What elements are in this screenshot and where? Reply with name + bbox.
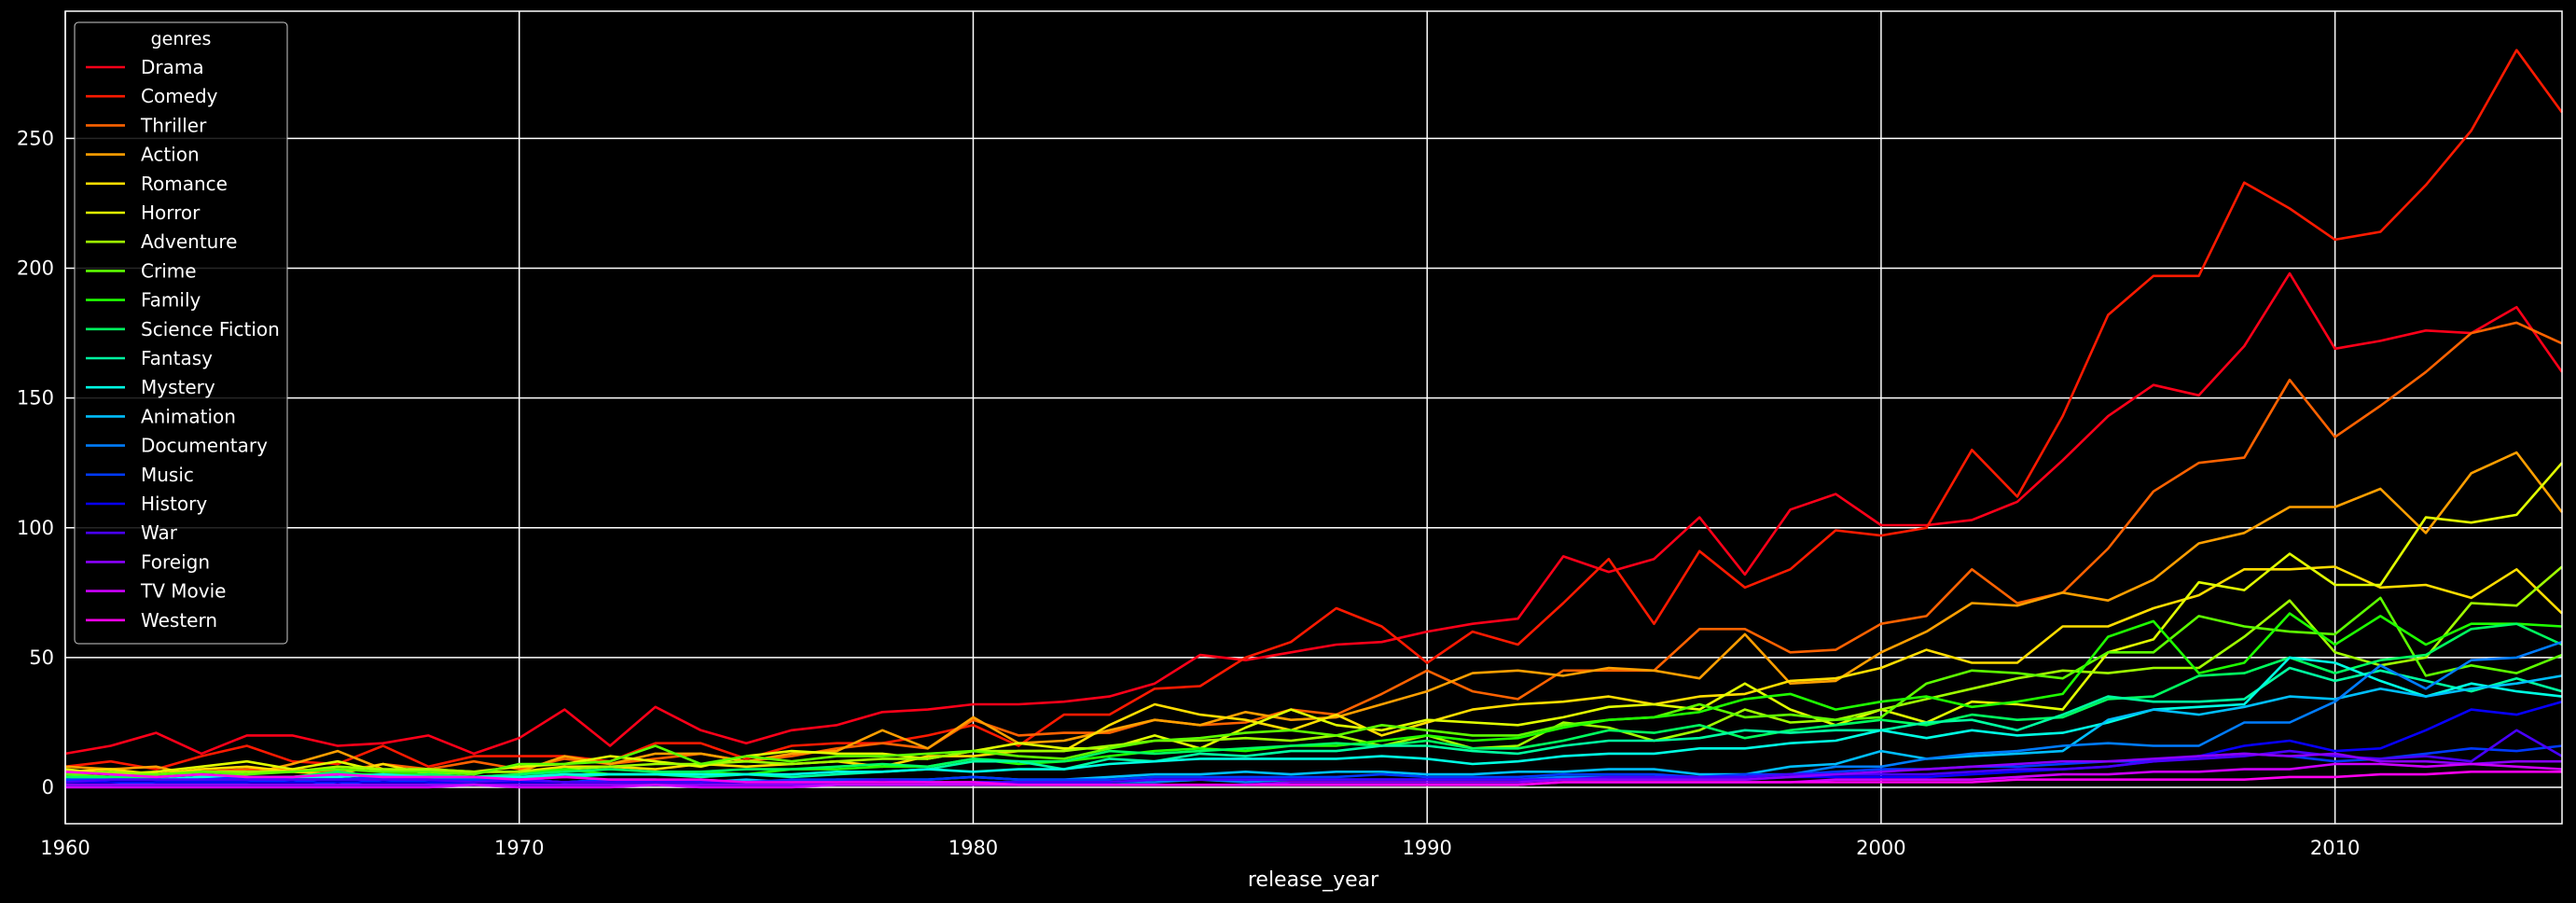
- y-tick-label-250: 250: [17, 127, 54, 149]
- series-line-crime: [64, 596, 2563, 779]
- y-tick-label-0: 0: [42, 776, 54, 799]
- legend-entry-tv-movie: TV Movie: [140, 580, 226, 603]
- y-tick-label-150: 150: [17, 387, 54, 410]
- x-tick-label-2000: 2000: [1856, 837, 1905, 859]
- x-tick-label-1970: 1970: [494, 837, 544, 859]
- legend-title: genres: [151, 29, 212, 49]
- x-tick-label-1960: 1960: [40, 837, 90, 859]
- y-tick-label-50: 50: [29, 646, 54, 669]
- legend-entry-history: History: [141, 493, 207, 515]
- legend-entry-foreign: Foreign: [141, 550, 210, 573]
- x-axis-label: release_year: [1248, 868, 1379, 892]
- legend-entry-crime: Crime: [141, 259, 197, 282]
- legend-entry-comedy: Comedy: [141, 85, 218, 107]
- legend-entry-science-fiction: Science Fiction: [141, 318, 280, 340]
- x-tick-label-1980: 1980: [949, 837, 998, 859]
- series-line-comedy: [64, 49, 2564, 771]
- legend-entry-horror: Horror: [141, 201, 201, 224]
- legend-box: [74, 21, 288, 645]
- legend-entry-action: Action: [141, 144, 200, 166]
- legend-entry-adventure: Adventure: [141, 230, 237, 253]
- series-line-drama: [64, 271, 2564, 756]
- legend: genres Drama Comedy Thriller Action Romance Ho…: [74, 21, 288, 645]
- legend-entry-romance: Romance: [141, 173, 228, 195]
- plot-frame: [64, 10, 2563, 825]
- series-line-western: [64, 770, 2562, 786]
- y-tick-label-100: 100: [17, 517, 54, 539]
- legend-entry-western: Western: [141, 609, 217, 632]
- y-tick-label-200: 200: [17, 257, 54, 279]
- legend-entry-mystery: Mystery: [141, 376, 215, 398]
- legend-entry-fantasy: Fantasy: [141, 347, 213, 369]
- series-lines: [64, 49, 2564, 789]
- legend-entry-drama: Drama: [141, 56, 204, 78]
- series-line-thriller: [64, 321, 2563, 779]
- legend-entry-documentary: Documentary: [141, 435, 268, 457]
- x-tick-labels: 1960 1970 1980 1990 2000 2010: [40, 837, 2360, 859]
- legend-entry-thriller: Thriller: [140, 114, 207, 136]
- legend-entry-war: War: [141, 521, 178, 544]
- x-tick-label-2010: 2010: [2310, 837, 2360, 859]
- y-tick-labels: 0 50 100 150 200 250: [17, 127, 54, 799]
- legend-entry-music: Music: [141, 464, 194, 486]
- series-line-war: [64, 729, 2563, 784]
- legend-entry-family: Family: [141, 289, 201, 312]
- legend-entry-animation: Animation: [141, 405, 236, 427]
- grid-lines: [64, 11, 2562, 824]
- x-tick-label-1990: 1990: [1402, 837, 1451, 859]
